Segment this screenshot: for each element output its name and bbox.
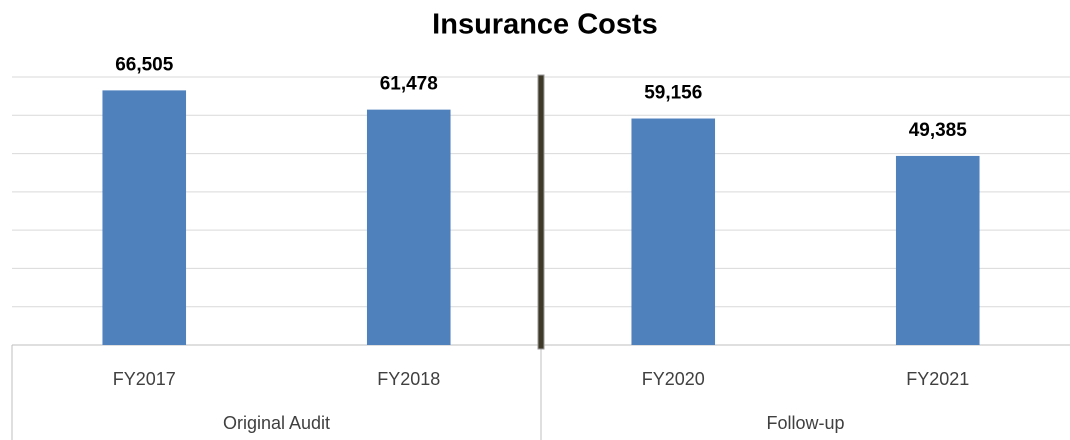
separator: [537, 74, 545, 350]
x-tick-label: FY2021: [906, 369, 969, 389]
data-label: 59,156: [644, 83, 702, 104]
data-label: 61,478: [380, 74, 438, 95]
x-tick-label: FY2018: [377, 369, 440, 389]
group-label: Original Audit: [223, 413, 330, 433]
x-tick-label: FY2017: [113, 369, 176, 389]
data-label: 49,385: [909, 120, 968, 141]
group-label: Follow-up: [766, 413, 844, 433]
bar: [895, 155, 980, 345]
bar: [102, 90, 187, 345]
data-label: 66,505: [115, 54, 174, 75]
bar: [631, 118, 716, 345]
chart-title: Insurance Costs: [432, 9, 658, 41]
bar: [366, 109, 451, 346]
x-tick-label: FY2020: [642, 369, 705, 389]
